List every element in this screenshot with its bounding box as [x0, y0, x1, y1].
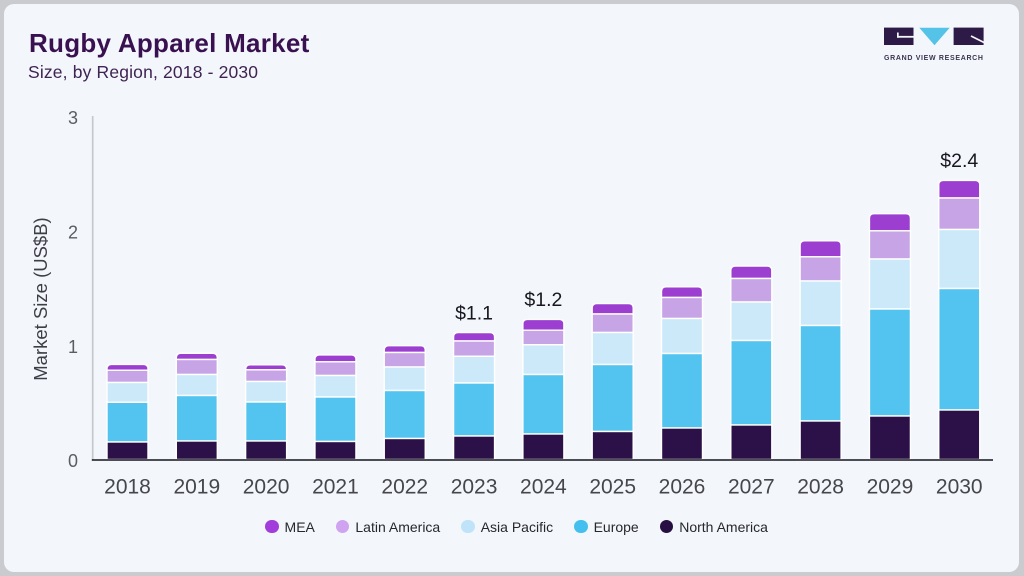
svg-text:1: 1 [68, 337, 78, 357]
svg-text:0: 0 [68, 451, 78, 471]
svg-text:2025: 2025 [589, 476, 636, 499]
svg-text:2026: 2026 [659, 476, 706, 499]
svg-text:2023: 2023 [451, 476, 498, 499]
svg-text:2028: 2028 [797, 476, 844, 499]
svg-text:2027: 2027 [728, 476, 775, 499]
svg-text:2: 2 [68, 223, 78, 243]
svg-text:2018: 2018 [104, 476, 151, 499]
svg-text:$1.2: $1.2 [524, 289, 562, 311]
svg-text:2021: 2021 [312, 476, 359, 499]
svg-text:$2.4: $2.4 [940, 150, 978, 172]
svg-text:2024: 2024 [520, 476, 567, 499]
svg-text:2029: 2029 [867, 476, 914, 499]
svg-text:3: 3 [68, 108, 78, 128]
svg-text:$1.1: $1.1 [455, 302, 493, 324]
svg-text:2020: 2020 [243, 476, 290, 499]
svg-text:2022: 2022 [381, 476, 428, 499]
svg-text:2030: 2030 [936, 476, 983, 499]
svg-text:2019: 2019 [173, 476, 220, 499]
